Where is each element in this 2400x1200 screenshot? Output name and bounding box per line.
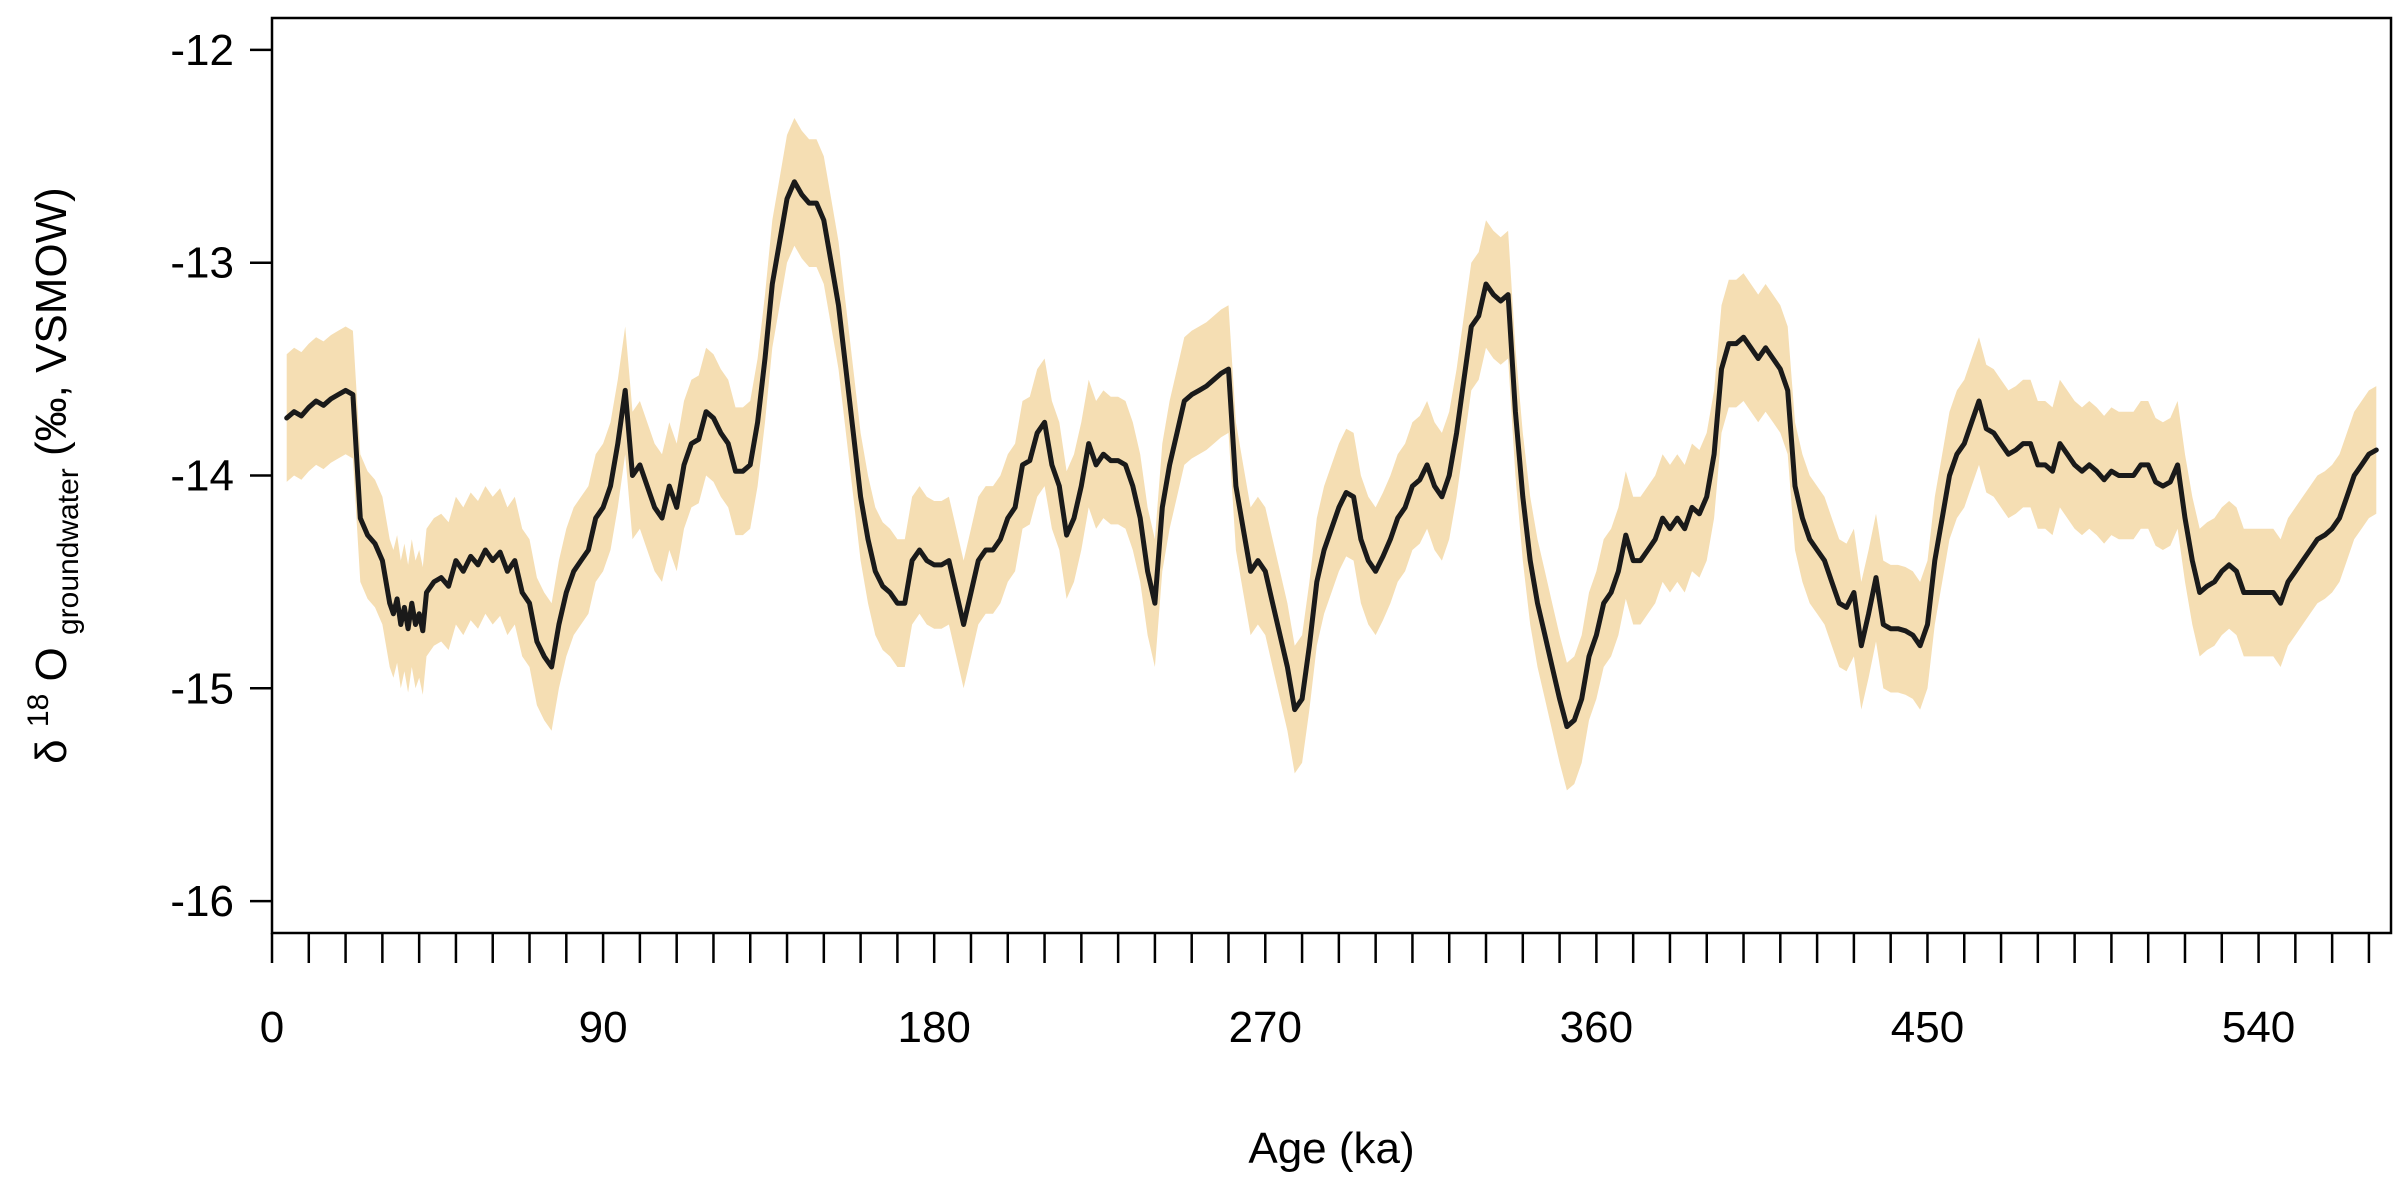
y-title-rest: (‰, VSMOW) [27, 187, 76, 456]
y-tick-label: -16 [170, 877, 234, 926]
x-axis-title: Age (ka) [1248, 1124, 1414, 1173]
x-tick-label: 450 [1891, 1003, 1964, 1052]
x-tick-label: 360 [1560, 1003, 1633, 1052]
y-tick-label: -12 [170, 26, 234, 75]
y-title-delta: δ [27, 739, 76, 764]
data-line [284, 179, 2379, 730]
x-tick-label: 180 [897, 1003, 970, 1052]
y-title-sup: 18 [22, 694, 55, 727]
x-tick-label: 540 [2222, 1003, 2295, 1052]
y-title-sub: groundwater [52, 468, 85, 635]
x-tick-label: 0 [260, 1003, 284, 1052]
y-tick-label: -13 [170, 239, 234, 288]
plot-area [284, 118, 2379, 791]
y-tick-label: -15 [170, 664, 234, 713]
uncertainty-band [286, 118, 2377, 791]
x-axis: 0 90 180 270 360 450 540 [260, 933, 2371, 1052]
x-tick-label: 90 [579, 1003, 628, 1052]
y-tick-label: -14 [170, 452, 234, 501]
y-title-element: O [27, 647, 76, 681]
y-axis: -16 -15 -14 -13 -12 [170, 26, 272, 926]
x-tick-label: 270 [1229, 1003, 1302, 1052]
y-axis-title: δ 18 O groundwater (‰, VSMOW) [9, 187, 88, 764]
